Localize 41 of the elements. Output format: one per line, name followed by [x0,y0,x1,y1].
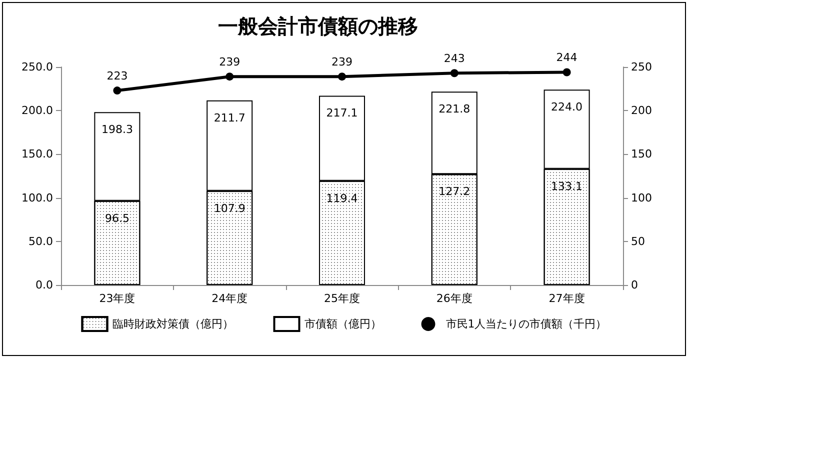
total-label: 211.7 [214,111,246,124]
y2-tick-label: 200 [631,104,652,118]
total-label: 217.1 [326,106,358,120]
x-tick-label: 24年度 [212,292,248,305]
chart-title: 一般会計市債額の推移 [218,14,418,38]
y-tick-label: 50.0 [28,234,53,248]
point [226,72,234,81]
point [113,86,122,95]
legend-label: 市民1人当たりの市債額（千円） [446,318,607,330]
y-tick-label: 200.0 [22,104,53,118]
data-label: 96.5 [104,212,130,225]
x-tick-label: 23年度 [99,292,136,305]
data-label: 107.9 [214,202,246,215]
total-label: 221.8 [438,102,470,116]
data-label: 243 [444,52,465,66]
legend-label: 市債額（億円） [304,318,382,330]
point [562,68,571,76]
data-label: 239 [219,56,240,69]
data-label: 127.2 [438,185,470,198]
point [338,72,346,81]
data-label: 133.1 [551,180,583,193]
y2-tick-label: 250 [631,60,652,74]
x-tick-label: 27年度 [548,292,585,305]
point [450,69,458,78]
y-tick-label: 100.0 [22,191,53,204]
data-label: 244 [556,51,578,64]
total-label: 198.3 [101,123,133,136]
y-tick-label: 150.0 [22,148,53,161]
y2-tick-label: 0 [631,278,638,292]
y-tick-label: 0.0 [36,278,53,292]
y-tick-label: 250.0 [22,60,53,74]
x-tick-label: 26年度 [436,292,472,305]
data-label: 119.4 [326,192,358,205]
data-label: 239 [332,56,352,69]
y2-tick-label: 150 [631,148,652,161]
y2-tick-label: 100 [631,191,652,204]
total-label: 224.0 [551,100,583,114]
x-tick-label: 25年度 [324,292,360,305]
legend-label: 臨時財政対策債（億円） [112,318,234,330]
y2-tick-label: 50 [631,234,645,248]
data-label: 223 [106,70,128,83]
